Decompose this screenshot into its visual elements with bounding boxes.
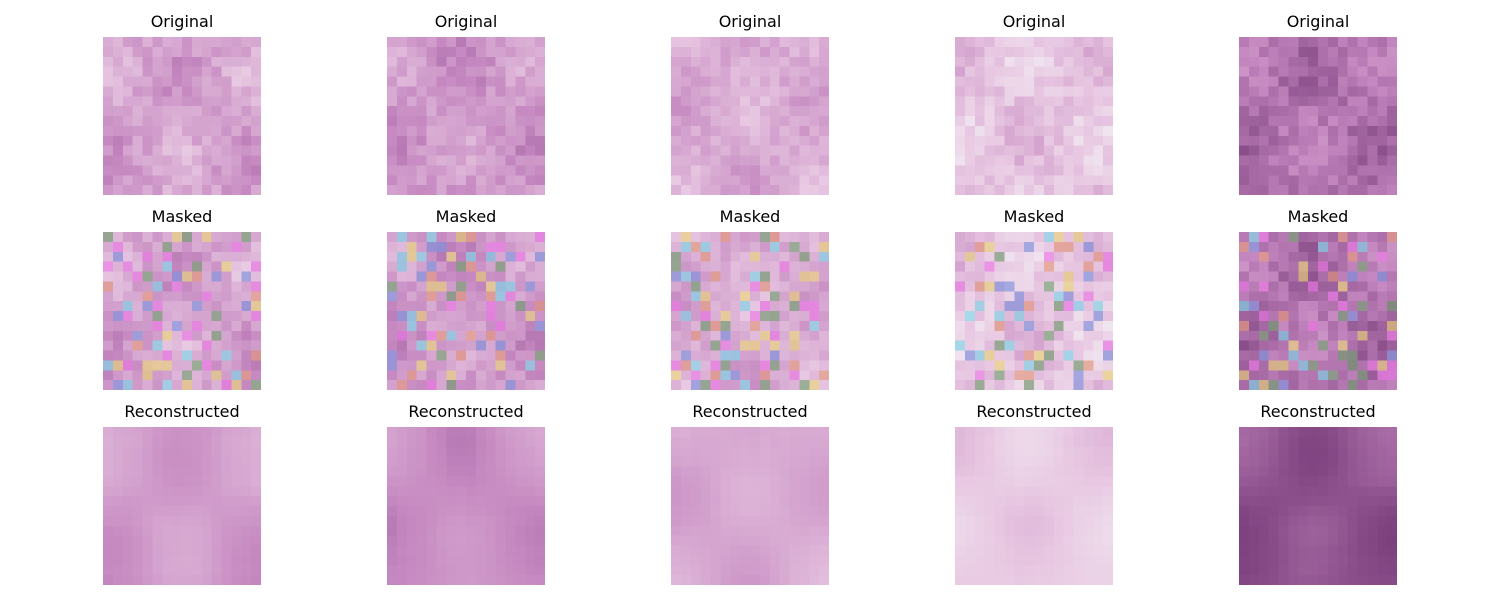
reconstructed-patch-image (671, 427, 829, 585)
original-image-panel (387, 37, 545, 195)
reconstructed-image-panel (103, 427, 261, 585)
masked-image-panel (1239, 232, 1397, 390)
masked-panel-title: Masked (151, 207, 213, 226)
reconstructed-image-panel (955, 427, 1113, 585)
reconstructed-panel-title: Reconstructed (408, 402, 524, 421)
original-patch-image (387, 37, 545, 195)
original-panel-title: Original (150, 12, 214, 31)
masked-panel-title: Masked (1003, 207, 1065, 226)
reconstructed-patch-image (955, 427, 1113, 585)
masked-patch-image (1239, 232, 1397, 390)
masked-panel-title: Masked (719, 207, 781, 226)
original-image-panel (671, 37, 829, 195)
masked-image-panel (671, 232, 829, 390)
masked-patch-image (103, 232, 261, 390)
original-patch-image (671, 37, 829, 195)
reconstructed-panel-title: Reconstructed (1260, 402, 1376, 421)
reconstructed-panel-title: Reconstructed (124, 402, 240, 421)
original-patch-image (1239, 37, 1397, 195)
reconstructed-panel-title: Reconstructed (976, 402, 1092, 421)
original-panel-title: Original (434, 12, 498, 31)
original-image-panel (103, 37, 261, 195)
masked-patch-image (671, 232, 829, 390)
reconstructed-image-panel (671, 427, 829, 585)
reconstructed-patch-image (387, 427, 545, 585)
masked-panel-title: Masked (435, 207, 497, 226)
original-panel-title: Original (718, 12, 782, 31)
original-patch-image (955, 37, 1113, 195)
original-image-panel (955, 37, 1113, 195)
original-patch-image (103, 37, 261, 195)
reconstructed-patch-image (103, 427, 261, 585)
masked-panel-title: Masked (1287, 207, 1349, 226)
reconstructed-patch-image (1239, 427, 1397, 585)
reconstructed-image-panel (1239, 427, 1397, 585)
masked-image-panel (103, 232, 261, 390)
masked-image-panel (387, 232, 545, 390)
masked-image-panel (955, 232, 1113, 390)
masked-patch-image (387, 232, 545, 390)
reconstructed-panel-title: Reconstructed (692, 402, 808, 421)
original-panel-title: Original (1002, 12, 1066, 31)
reconstructed-image-panel (387, 427, 545, 585)
masked-patch-image (955, 232, 1113, 390)
original-image-panel (1239, 37, 1397, 195)
original-panel-title: Original (1286, 12, 1350, 31)
